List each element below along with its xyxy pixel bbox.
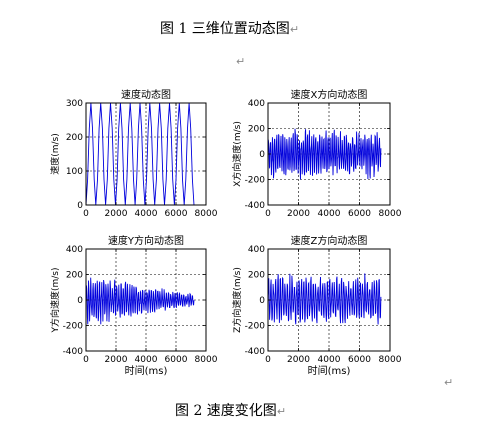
x-tick-label: 4000 xyxy=(318,355,341,365)
return-mark-2: ↵ xyxy=(236,55,246,68)
x-tick-label: 6000 xyxy=(348,355,371,365)
chart-title: 速度Y方向动态图 xyxy=(108,234,184,247)
chart-title: 速度动态图 xyxy=(121,88,171,101)
x-axis-label: 时间(ms) xyxy=(125,364,168,377)
x-tick-label: 6000 xyxy=(165,209,188,219)
y-axis-label: X方向速度(m/s) xyxy=(231,121,243,187)
figure2-caption-text: 图 2 速度变化图 xyxy=(175,403,277,419)
y-tick-label: 100 xyxy=(66,167,83,177)
y-tick-label: 200 xyxy=(248,271,265,281)
series-line xyxy=(267,128,382,180)
x-tick-label: 0 xyxy=(83,209,89,219)
y-tick-label: -400 xyxy=(63,347,84,357)
chart-4: 0 2000 4000 6000 8000 -400 -200 0 200 400 速度Z方向动态图… xyxy=(231,234,402,377)
x-axis-label: 时间(ms) xyxy=(308,364,351,377)
figure1-caption-text: 图 1 三维位置动态图 xyxy=(160,21,290,37)
x-tick-label: 4000 xyxy=(318,209,341,219)
x-tick-label: 2000 xyxy=(105,209,128,219)
x-tick-label: 2000 xyxy=(287,209,310,219)
y-tick-label: 400 xyxy=(248,245,265,255)
y-tick-label: 300 xyxy=(66,99,83,109)
chart-title: 速度X方向动态图 xyxy=(291,88,368,101)
y-tick-label: 400 xyxy=(66,245,83,255)
y-tick-label: 400 xyxy=(248,99,265,109)
y-tick-label: -400 xyxy=(245,347,266,357)
x-tick-label: 6000 xyxy=(348,209,371,219)
return-mark-4: ↵ xyxy=(276,405,287,418)
return-mark-3: ↵ xyxy=(444,376,454,389)
y-tick-label: -200 xyxy=(63,322,84,332)
figure1-caption: 图 1 三维位置动态图↵ xyxy=(160,18,299,38)
series-line xyxy=(85,277,195,325)
x-tick-label: 8000 xyxy=(195,209,218,219)
y-tick-label: -400 xyxy=(245,201,266,211)
y-tick-label: 0 xyxy=(77,296,83,306)
x-tick-label: 2000 xyxy=(287,355,310,365)
y-tick-label: -200 xyxy=(245,176,266,186)
y-axis-label: 速度(m/s) xyxy=(49,133,61,175)
chart-2: 0 2000 4000 6000 8000 -400 -200 0 200 400 速度X方向动态图… xyxy=(231,88,402,219)
series-line xyxy=(267,273,382,325)
chart-3: 0 2000 4000 6000 8000 -400 -200 0 200 400 速度Y方向动态图… xyxy=(49,234,218,377)
x-tick-label: 8000 xyxy=(379,209,402,219)
y-tick-label: 0 xyxy=(259,150,265,160)
x-tick-label: 2000 xyxy=(105,355,128,365)
x-tick-label: 0 xyxy=(83,355,89,365)
chart-title: 速度Z方向动态图 xyxy=(291,234,368,247)
x-tick-label: 4000 xyxy=(135,209,158,219)
x-tick-label: 8000 xyxy=(379,355,402,365)
y-tick-label: 200 xyxy=(66,133,83,143)
y-tick-label: 200 xyxy=(66,271,83,281)
y-tick-label: 0 xyxy=(77,201,83,211)
y-tick-label: 200 xyxy=(248,125,265,135)
y-axis-label: Y方向速度(m/s) xyxy=(49,267,61,333)
y-tick-label: 0 xyxy=(259,296,265,306)
y-tick-label: -200 xyxy=(245,322,266,332)
return-mark-1: ↵ xyxy=(289,23,300,36)
figure2-caption: 图 2 速度变化图↵ xyxy=(175,400,286,420)
x-tick-label: 0 xyxy=(265,355,271,365)
y-axis-label: Z方向速度(m/s) xyxy=(231,267,243,333)
x-tick-label: 4000 xyxy=(135,355,158,365)
x-tick-label: 6000 xyxy=(165,355,188,365)
x-tick-label: 0 xyxy=(265,209,271,219)
x-tick-label: 8000 xyxy=(195,355,218,365)
